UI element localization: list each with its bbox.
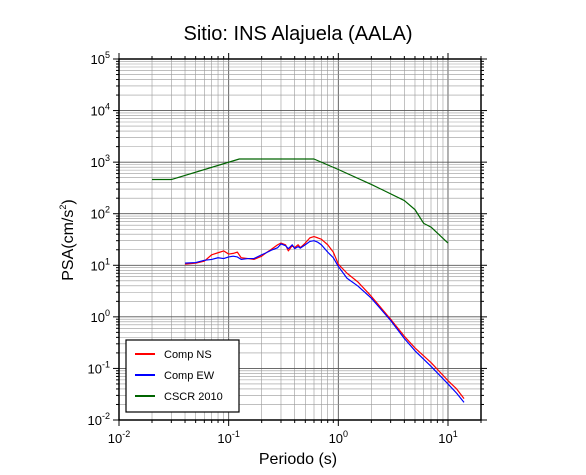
legend-label-comp-ew: Comp EW — [164, 370, 215, 382]
y-tick-label-exp: 1 — [105, 256, 110, 266]
y-tick-label: 102 — [91, 205, 110, 222]
series-group — [152, 158, 465, 403]
y-tick-label-base: 10 — [91, 310, 105, 325]
legend-label-comp-ns: Comp NS — [164, 349, 212, 361]
y-tick-label: 104 — [91, 102, 110, 119]
y-tick-label-base: 10 — [91, 258, 105, 273]
x-tick-label-base: 10 — [108, 431, 122, 446]
y-tick-label-exp: 2 — [105, 205, 110, 215]
y-axis-label-close: ) — [60, 199, 77, 204]
x-tick-labels: 10-2 10-1 100 101 — [108, 429, 458, 446]
y-tick-label-base: 10 — [91, 207, 105, 222]
chart-title: Sitio: INS Alajuela (AALA) — [184, 23, 413, 45]
x-tick-label-exp: 0 — [343, 429, 348, 439]
x-tick-label-base: 10 — [438, 431, 452, 446]
x-tick-label-base: 10 — [217, 431, 231, 446]
y-tick-label-base: 10 — [88, 361, 102, 376]
y-axis-label-sup: 2 — [58, 205, 68, 210]
x-tick-label-exp: -1 — [232, 429, 240, 439]
y-tick-label-exp: -2 — [102, 411, 110, 421]
x-axis-label: Periodo (s) — [259, 451, 337, 468]
y-tick-label: 10-2 — [88, 411, 110, 428]
legend-label-cscr-2010: CSCR 2010 — [164, 391, 223, 403]
x-tick-label: 10-1 — [217, 429, 239, 446]
x-tick-label-exp: -2 — [122, 429, 130, 439]
y-tick-label-base: 10 — [91, 52, 105, 67]
x-tick-label-exp: 1 — [453, 429, 458, 439]
y-tick-label: 105 — [91, 50, 110, 67]
y-tick-label-exp: 4 — [105, 102, 110, 112]
y-tick-label-exp: 5 — [105, 50, 110, 60]
series-line-cscr-2010 — [152, 158, 449, 244]
x-tick-label: 10-2 — [108, 429, 130, 446]
y-tick-label: 103 — [91, 153, 110, 170]
y-tick-label-base: 10 — [91, 155, 105, 170]
y-tick-label-exp: 0 — [105, 308, 110, 318]
y-tick-label-exp: -1 — [102, 359, 110, 369]
y-tick-label-exp: 3 — [105, 153, 110, 163]
x-tick-label: 100 — [329, 429, 348, 446]
y-tick-label: 100 — [91, 308, 110, 325]
grid-lines — [118, 58, 482, 421]
y-tick-label-base: 10 — [91, 104, 105, 119]
tick-marks — [113, 53, 487, 426]
series-line-comp-ew — [184, 240, 465, 403]
legend: Comp NS Comp EW CSCR 2010 — [125, 339, 240, 413]
plot-frame — [118, 58, 482, 421]
x-tick-label-base: 10 — [329, 431, 343, 446]
y-axis-label: PSA(cm/s2) — [58, 199, 77, 280]
x-tick-label: 101 — [438, 429, 457, 446]
y-axis-label-main: PSA(cm/s — [60, 210, 77, 281]
y-tick-label: 101 — [91, 256, 110, 273]
y-tick-label: 10-1 — [88, 359, 110, 376]
y-tick-label-base: 10 — [88, 413, 102, 428]
